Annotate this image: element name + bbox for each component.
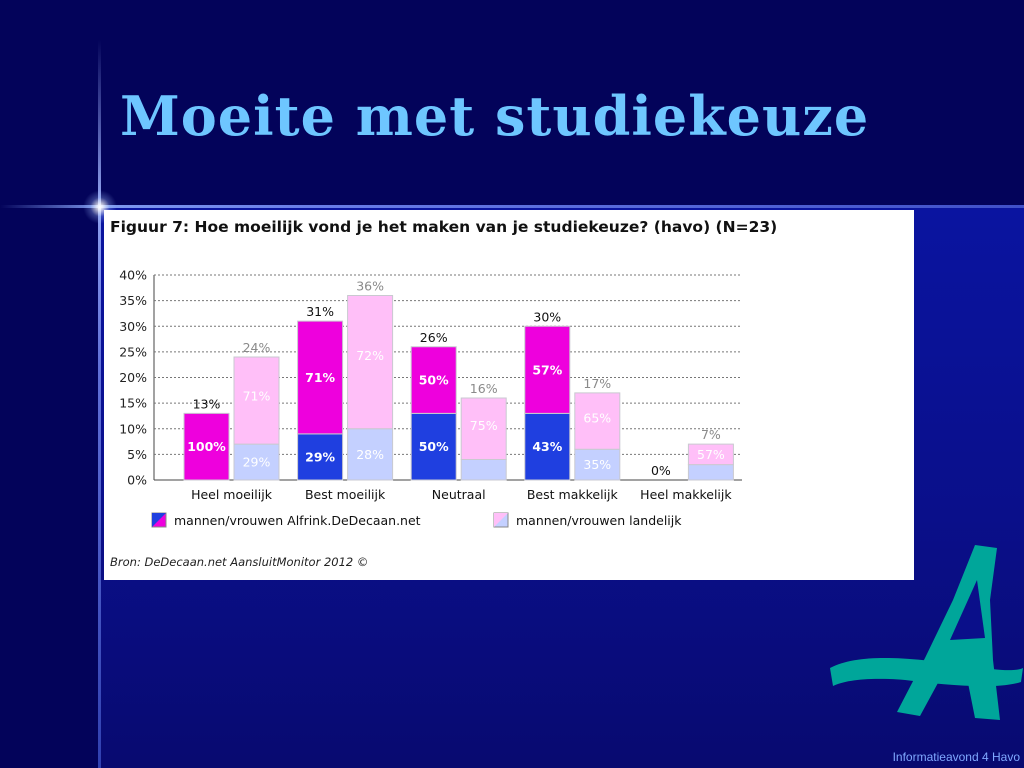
bar-share-label: 50% xyxy=(419,373,449,388)
bar-local-top xyxy=(297,320,344,435)
bar-share-label: 29% xyxy=(305,449,335,464)
decorative-vertical-line xyxy=(98,40,101,768)
y-tick-label: 40% xyxy=(119,268,147,283)
bar-share-label: 29% xyxy=(243,455,271,470)
bar-total-label: 26% xyxy=(420,330,448,345)
bar-total-label: 13% xyxy=(193,396,221,411)
y-tick-label: 15% xyxy=(119,396,147,411)
bar-share-label: 65% xyxy=(583,411,611,426)
bar-national-top xyxy=(233,356,280,445)
slide-title: Moeite met studiekeuze xyxy=(120,84,870,148)
bar-total-label: 24% xyxy=(243,340,271,355)
a-logo-icon xyxy=(830,545,1023,720)
x-category-label: Heel moeilijk xyxy=(191,487,273,502)
bar-share-label: 43% xyxy=(532,439,562,454)
chart-title: Figuur 7: Hoe moeilijk vond je het maken… xyxy=(110,218,777,236)
bar-local-top xyxy=(410,346,457,414)
x-category-label: Neutraal xyxy=(432,487,486,502)
bar-national-top xyxy=(574,392,621,450)
y-tick-label: 30% xyxy=(119,319,147,334)
x-category-label: Best moeilijk xyxy=(305,487,386,502)
bar-total-label: 17% xyxy=(583,376,611,391)
bar-local-top xyxy=(524,325,571,414)
bar-local-bottom xyxy=(183,412,230,481)
legend-swatch-half xyxy=(152,513,166,527)
bar-local-bottom xyxy=(297,433,344,481)
bar-share-label: 71% xyxy=(305,370,335,385)
y-tick-label: 5% xyxy=(127,447,147,462)
bar-total-label: 36% xyxy=(356,279,384,294)
footer-text: Informatieavond 4 Havo xyxy=(892,750,1020,764)
bar-total-label: 16% xyxy=(470,381,498,396)
bar-share-label: 57% xyxy=(532,362,562,377)
slide-left-band xyxy=(0,208,100,768)
bar-labels: 13% 24% 100% 29% 71% Heel moeilijk 31% 36% 29% 71… xyxy=(187,279,732,503)
bar-share-label: 75% xyxy=(470,418,498,433)
bar-national-bottom xyxy=(460,459,507,481)
y-tick-label: 10% xyxy=(119,421,147,436)
bars xyxy=(183,295,734,481)
y-tick-label: 20% xyxy=(119,370,147,385)
x-category-label: Heel makkelijk xyxy=(640,487,732,502)
bar-share-label: 57% xyxy=(697,447,725,462)
slide-top-band xyxy=(0,0,1024,208)
bar-national-bottom xyxy=(687,464,734,481)
bar-total-label: 0% xyxy=(651,463,671,478)
bar-share-label: 72% xyxy=(356,348,384,363)
y-tick-label: 25% xyxy=(119,344,147,359)
legend-swatch-half xyxy=(494,513,508,527)
bar-national-bottom xyxy=(574,448,621,481)
bar-share-label: 50% xyxy=(419,439,449,454)
chart-card: Figuur 7: Hoe moeilijk vond je het maken… xyxy=(104,210,914,580)
bar-share-label: 100% xyxy=(187,439,226,454)
bar-national-bottom xyxy=(233,443,280,481)
bar-national-top xyxy=(347,295,394,430)
bar-national-bottom xyxy=(347,428,394,481)
bar-chart: Figuur 7: Hoe moeilijk vond je het maken… xyxy=(110,218,777,569)
y-tick-label: 0% xyxy=(127,473,147,488)
bar-total-label: 30% xyxy=(533,309,561,324)
bar-share-label: 28% xyxy=(356,447,384,462)
bar-share-label: 71% xyxy=(243,389,271,404)
legend-label-national: mannen/vrouwen landelijk xyxy=(516,513,682,528)
legend-swatch-national xyxy=(493,512,509,528)
x-category-label: Best makkelijk xyxy=(527,487,619,502)
legend-swatch-local xyxy=(151,512,167,528)
bar-national-top xyxy=(687,443,734,466)
y-tick-label: 35% xyxy=(119,293,147,308)
chart-source: Bron: DeDecaan.net AansluitMonitor 2012 … xyxy=(110,555,368,569)
legend-label-local: mannen/vrouwen Alfrink.DeDecaan.net xyxy=(174,513,421,528)
legend: mannen/vrouwen Alfrink.DeDecaan.net manne… xyxy=(151,512,682,528)
bar-total-label: 31% xyxy=(306,304,334,319)
bar-share-label: 35% xyxy=(583,457,611,472)
bar-national-top xyxy=(460,397,507,460)
decorative-horizontal-line xyxy=(0,205,1024,208)
bar-total-label: 7% xyxy=(701,427,721,442)
